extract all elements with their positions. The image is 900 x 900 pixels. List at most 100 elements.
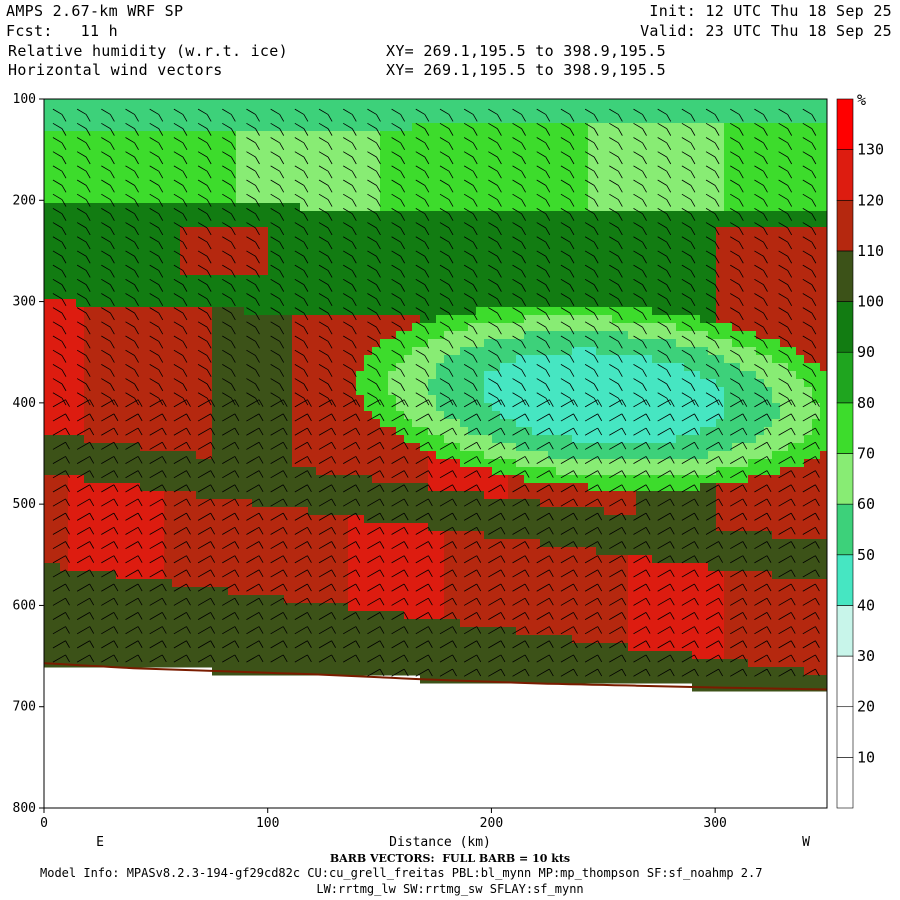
rh-cell bbox=[84, 603, 93, 612]
rh-cell bbox=[276, 419, 285, 428]
rh-cell bbox=[116, 435, 125, 444]
rh-cell bbox=[172, 579, 181, 588]
rh-cell bbox=[492, 475, 501, 484]
rh-cell bbox=[428, 627, 437, 636]
rh-cell bbox=[500, 163, 509, 172]
rh-cell bbox=[188, 595, 197, 604]
rh-cell bbox=[420, 531, 429, 540]
rh-cell bbox=[68, 243, 77, 252]
rh-cell bbox=[276, 379, 285, 388]
rh-cell bbox=[364, 99, 373, 108]
rh-cell bbox=[404, 291, 413, 300]
rh-cell bbox=[68, 299, 77, 308]
rh-cell bbox=[268, 531, 277, 540]
rh-cell bbox=[548, 555, 557, 564]
rh-cell bbox=[500, 291, 509, 300]
rh-cell bbox=[108, 459, 117, 468]
rh-cell bbox=[332, 403, 341, 412]
rh-cell bbox=[588, 419, 597, 428]
rh-cell bbox=[316, 179, 325, 188]
rh-cell bbox=[220, 499, 229, 508]
rh-cell bbox=[60, 611, 69, 620]
rh-cell bbox=[468, 299, 477, 308]
rh-cell bbox=[116, 547, 125, 556]
rh-cell bbox=[396, 411, 405, 420]
rh-cell bbox=[84, 251, 93, 260]
rh-cell bbox=[220, 403, 229, 412]
rh-cell bbox=[588, 227, 597, 236]
rh-cell bbox=[172, 123, 181, 132]
rh-cell bbox=[292, 363, 301, 372]
rh-cell bbox=[452, 411, 461, 420]
rh-cell bbox=[388, 211, 397, 220]
rh-cell bbox=[268, 387, 277, 396]
rh-cell bbox=[508, 195, 517, 204]
rh-cell bbox=[92, 563, 101, 572]
rh-cell bbox=[388, 195, 397, 204]
rh-cell bbox=[156, 427, 165, 436]
rh-cell bbox=[68, 595, 77, 604]
rh-cell bbox=[140, 403, 149, 412]
rh-cell bbox=[116, 443, 125, 452]
rh-cell bbox=[52, 419, 61, 428]
rh-cell bbox=[420, 235, 429, 244]
rh-cell bbox=[300, 251, 309, 260]
rh-cell bbox=[436, 475, 445, 484]
rh-cell bbox=[356, 651, 365, 660]
rh-cell bbox=[132, 451, 141, 460]
rh-cell bbox=[444, 219, 453, 228]
rh-cell bbox=[124, 515, 133, 524]
rh-cell bbox=[556, 603, 565, 612]
rh-cell bbox=[556, 667, 565, 676]
rh-cell bbox=[564, 643, 573, 652]
rh-cell bbox=[316, 259, 325, 268]
rh-cell bbox=[292, 555, 301, 564]
rh-cell bbox=[164, 587, 173, 596]
rh-cell bbox=[548, 595, 557, 604]
rh-cell bbox=[220, 571, 229, 580]
rh-cell bbox=[308, 611, 317, 620]
rh-cell bbox=[100, 435, 109, 444]
rh-cell bbox=[228, 627, 237, 636]
rh-cell bbox=[180, 203, 189, 212]
rh-cell bbox=[108, 387, 117, 396]
rh-cell bbox=[548, 155, 557, 164]
rh-cell bbox=[212, 331, 221, 340]
rh-cell bbox=[228, 507, 237, 516]
rh-cell bbox=[252, 419, 261, 428]
rh-cell bbox=[44, 307, 53, 316]
rh-cell bbox=[500, 283, 509, 292]
rh-cell bbox=[156, 99, 165, 108]
rh-cell bbox=[236, 523, 245, 532]
rh-cell bbox=[204, 355, 213, 364]
rh-cell bbox=[404, 507, 413, 516]
rh-cell bbox=[348, 491, 357, 500]
rh-cell bbox=[84, 643, 93, 652]
rh-cell bbox=[548, 459, 557, 468]
rh-cell bbox=[476, 155, 485, 164]
rh-cell bbox=[380, 187, 389, 196]
rh-cell bbox=[364, 291, 373, 300]
rh-cell bbox=[564, 131, 573, 140]
rh-cell bbox=[588, 635, 597, 644]
rh-cell bbox=[476, 523, 485, 532]
rh-cell bbox=[380, 115, 389, 124]
rh-cell bbox=[548, 99, 557, 108]
rh-cell bbox=[228, 659, 237, 668]
rh-cell bbox=[380, 243, 389, 252]
rh-cell bbox=[508, 579, 517, 588]
rh-cell bbox=[476, 163, 485, 172]
rh-cell bbox=[68, 531, 77, 540]
rh-cell bbox=[220, 195, 229, 204]
rh-cell bbox=[292, 203, 301, 212]
rh-cell bbox=[84, 539, 93, 548]
rh-cell bbox=[380, 563, 389, 572]
rh-cell bbox=[316, 531, 325, 540]
rh-cell bbox=[428, 339, 437, 348]
rh-cell bbox=[412, 339, 421, 348]
rh-cell bbox=[420, 291, 429, 300]
rh-cell bbox=[108, 531, 117, 540]
rh-cell bbox=[508, 267, 517, 276]
rh-cell bbox=[236, 563, 245, 572]
rh-cell bbox=[412, 139, 421, 148]
